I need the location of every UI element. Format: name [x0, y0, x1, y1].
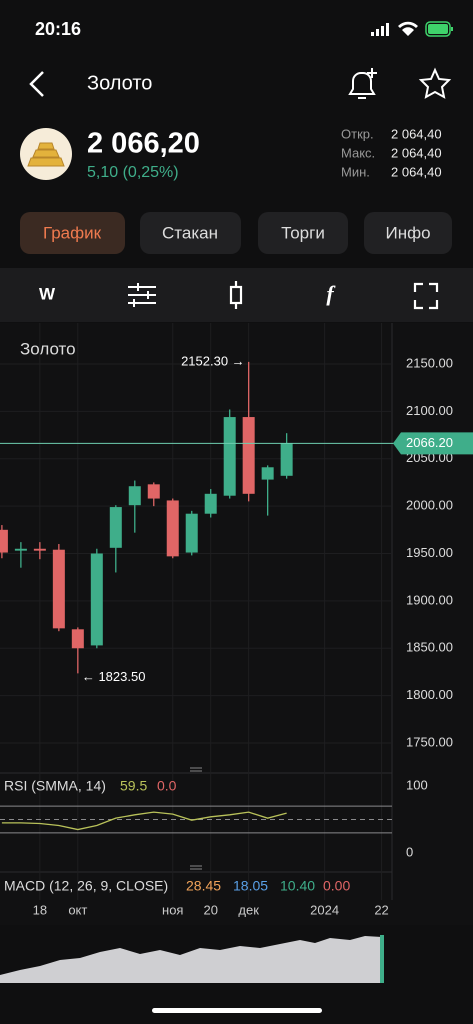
current-price-label: 2066.20: [406, 435, 453, 450]
rsi-name: RSI (SMMA, 14): [4, 778, 106, 794]
navigator-handle[interactable]: [380, 935, 384, 983]
stat-label: Мин.: [341, 164, 370, 179]
annotation: 2152.30 →: [181, 353, 245, 368]
annotation: ← 1823.50: [82, 669, 146, 684]
y-tick-label: 2000.00: [406, 498, 453, 513]
chart-type-button[interactable]: [229, 281, 243, 309]
candle-body: [204, 493, 217, 514]
candle-body: [128, 486, 141, 506]
candle-body: [71, 629, 84, 649]
chart-title: Золото: [20, 339, 76, 358]
macd-name: MACD (12, 26, 9, CLOSE): [4, 878, 168, 894]
tab[interactable]: Инфо: [385, 223, 430, 242]
price: 2 066,20: [87, 128, 200, 160]
stat-label: Макс.: [341, 145, 375, 160]
y-tick-label: 2150.00: [406, 355, 453, 370]
plot: [0, 323, 392, 900]
interval-button[interactable]: W: [39, 284, 56, 303]
tab-bg: [364, 212, 452, 254]
x-tick-label: дек: [238, 902, 259, 917]
current-price-badge: [393, 432, 473, 455]
toolbar: [0, 268, 473, 322]
tab[interactable]: Торги: [281, 223, 325, 242]
candle-body: [33, 548, 46, 551]
candle-body: [0, 529, 8, 553]
x-tick-label: 2024: [310, 902, 339, 917]
rsi-zero: 0.0: [157, 778, 177, 794]
gold-icon: [20, 128, 72, 180]
status-time: 20:16: [35, 19, 81, 39]
rsi-line: [1, 811, 287, 831]
tab-bg: [140, 212, 241, 254]
macd-value: 0.00: [323, 878, 350, 894]
y-tick-label: 2100.00: [406, 403, 453, 418]
favorite-button[interactable]: [418, 67, 452, 99]
tab-active-bg: [20, 212, 125, 254]
stat-value: 2 064,40: [391, 164, 442, 179]
navigator[interactable]: [0, 936, 383, 983]
fullscreen-button[interactable]: [413, 282, 439, 310]
candle-body: [185, 513, 198, 553]
alert-button[interactable]: [348, 68, 377, 99]
x-tick-label: 18: [33, 902, 47, 917]
candle-body: [109, 507, 122, 548]
home-indicator: [152, 1008, 322, 1013]
y-tick-label: 1800.00: [406, 687, 453, 702]
candle-body: [166, 500, 179, 557]
stat-value: 2 064,40: [391, 126, 442, 141]
tab[interactable]: График: [43, 223, 102, 242]
x-tick-label: окт: [68, 902, 87, 917]
macd-value: 28.45: [186, 878, 221, 894]
candle-body: [261, 467, 274, 480]
y-tick-label: 1850.00: [406, 640, 453, 655]
x-tick-label: 20: [203, 902, 217, 917]
x-tick-label: 22: [374, 902, 388, 917]
header-title: Золото: [87, 72, 152, 94]
stat-label: Откр.: [341, 126, 374, 141]
tab-bg: [258, 212, 348, 254]
x-tick-label: ноя: [162, 902, 183, 917]
candle-body: [14, 548, 27, 551]
status-icons: [371, 21, 453, 37]
y-tick-label: 1900.00: [406, 592, 453, 607]
candle-body: [223, 417, 236, 496]
back-button[interactable]: [29, 71, 44, 97]
indicators-button[interactable]: [128, 283, 156, 307]
rsi-tick-label: 0: [406, 844, 413, 859]
candle-body: [280, 443, 293, 476]
price-change: 5,10 (0,25%): [87, 164, 179, 181]
candle-body: [90, 553, 103, 646]
candle-body: [242, 417, 255, 494]
functions-button[interactable]: f: [326, 281, 336, 306]
macd-value: 18.05: [233, 878, 268, 894]
rsi-tick-label: 100: [406, 777, 428, 792]
candle-body: [147, 484, 160, 499]
rsi-value: 59.5: [120, 778, 147, 794]
chart-area: [0, 323, 473, 925]
macd-value: 10.40: [280, 878, 315, 894]
pane-handle[interactable]: [190, 767, 202, 870]
y-tick-label: 1950.00: [406, 545, 453, 560]
tab[interactable]: Стакан: [162, 223, 218, 242]
candle-body: [52, 549, 65, 629]
y-tick-label: 1750.00: [406, 734, 453, 749]
stat-value: 2 064,40: [391, 145, 442, 160]
